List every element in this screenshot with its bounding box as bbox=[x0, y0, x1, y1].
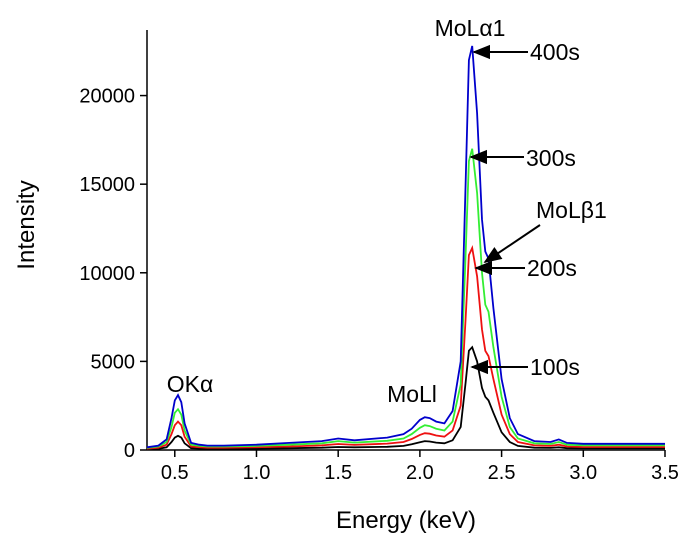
annotation: 300s bbox=[526, 145, 576, 171]
y-tick-label: 20000 bbox=[79, 86, 135, 108]
series-line bbox=[146, 148, 665, 449]
x-tick-label: 2.5 bbox=[488, 462, 516, 484]
x-tick-label: 0.5 bbox=[161, 462, 189, 484]
x-tick-label: 1.0 bbox=[243, 462, 271, 484]
annotation-arrow bbox=[483, 224, 541, 264]
y-tick-label: 5000 bbox=[91, 351, 136, 373]
annotation: MoLβ1 bbox=[536, 197, 607, 223]
x-tick-label: 1.5 bbox=[324, 462, 352, 484]
annotation: 400s bbox=[530, 39, 580, 65]
annotation: 200s bbox=[527, 255, 577, 281]
y-tick-label: 10000 bbox=[79, 263, 135, 285]
annotation: 100s bbox=[530, 354, 580, 380]
annotation: MoLα1 bbox=[435, 15, 506, 41]
x-axis-label: Energy (keV) bbox=[336, 507, 476, 534]
x-tick-label: 3.5 bbox=[651, 462, 679, 484]
series-line bbox=[146, 245, 665, 450]
series-line bbox=[146, 45, 665, 449]
x-tick-label: 2.0 bbox=[406, 462, 434, 484]
y-tick-label: 15000 bbox=[79, 174, 135, 196]
y-axis-label: Intensity bbox=[13, 180, 40, 269]
annotation: OKα bbox=[167, 371, 214, 397]
x-tick-label: 3.0 bbox=[569, 462, 597, 484]
series-line bbox=[146, 345, 665, 451]
annotation: MoLl bbox=[387, 381, 437, 407]
y-tick-label: 0 bbox=[124, 440, 135, 462]
